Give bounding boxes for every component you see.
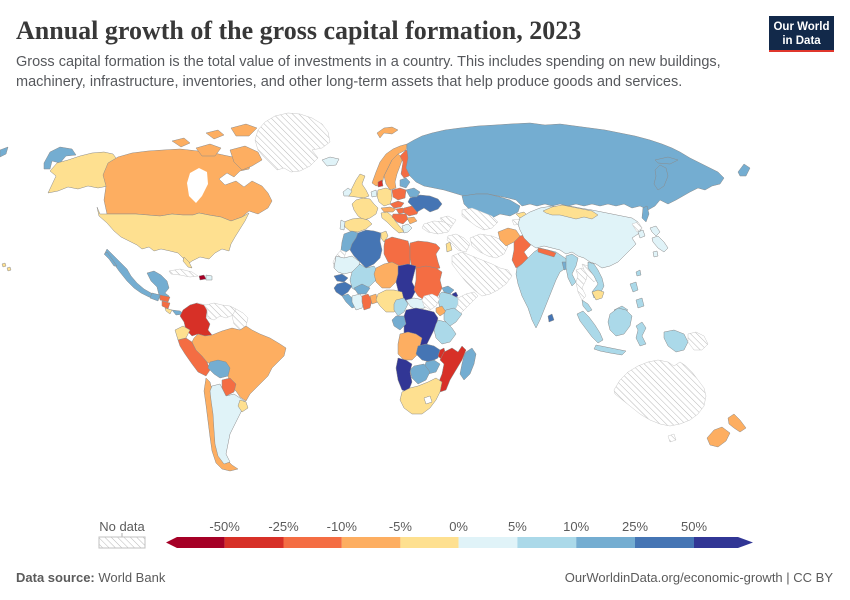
svg-text:0%: 0% (449, 519, 468, 534)
svg-text:5%: 5% (508, 519, 527, 534)
svg-text:-10%: -10% (327, 519, 358, 534)
svg-text:25%: 25% (622, 519, 648, 534)
svg-text:50%: 50% (681, 519, 707, 534)
svg-text:-25%: -25% (268, 519, 299, 534)
svg-text:10%: 10% (563, 519, 589, 534)
svg-text:-50%: -50% (209, 519, 240, 534)
svg-text:No data: No data (99, 519, 145, 534)
svg-text:-5%: -5% (389, 519, 413, 534)
